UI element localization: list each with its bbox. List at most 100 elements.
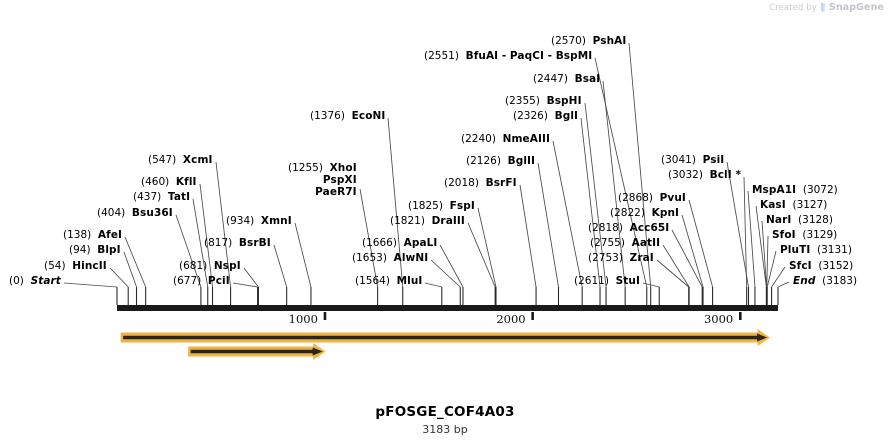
enzyme-name: KpnI: [651, 207, 680, 219]
site-label-mlui[interactable]: (1564) MluI: [355, 275, 422, 287]
enzyme-name: MspA1I: [752, 184, 797, 196]
enzyme-name: AfeI: [97, 229, 123, 241]
site-label-xmni[interactable]: (934) XmnI: [226, 215, 292, 227]
site-position: (437): [133, 191, 162, 203]
site-label-stui[interactable]: (2611) StuI: [574, 275, 640, 287]
leader-line: [294, 222, 312, 288]
site-label-bsu36i[interactable]: (404) Bsu36I: [97, 207, 173, 219]
site-position: (2126): [466, 155, 501, 167]
site-position: (2611): [574, 275, 609, 287]
site-label-xhoi[interactable]: (1255) XhoI PspXI PaeR7I: [288, 162, 357, 198]
enzyme-separator: -: [498, 50, 510, 62]
enzyme-name: TatI: [167, 191, 191, 203]
leader-line: [552, 140, 583, 288]
site-position: (681): [179, 260, 208, 272]
site-position: (2868): [618, 192, 653, 204]
site-position: (0): [9, 275, 24, 287]
site-position: (138): [63, 229, 92, 241]
enzyme-name: KasI: [760, 199, 786, 211]
snapgene-watermark: Created by SnapGene: [769, 2, 884, 13]
site-label-mspa1i[interactable]: MspA1I (3072): [752, 184, 838, 196]
site-position: (1825): [408, 200, 443, 212]
enzyme-name: PluTI: [780, 244, 811, 256]
ruler-label-3000: 3000: [703, 312, 734, 326]
site-label-pshai[interactable]: (2570) PshAI: [551, 35, 626, 47]
site-label-bsai[interactable]: (2447) BsaI: [533, 73, 600, 85]
site-label-nari[interactable]: NarI (3128): [766, 214, 833, 226]
site-label-afei[interactable]: (138) AfeI: [63, 229, 122, 241]
site-label-nmeaiii[interactable]: (2240) NmeAIII: [461, 133, 550, 145]
site-label-zrai[interactable]: (2753) ZraI: [588, 252, 654, 264]
site-position: (547): [148, 154, 177, 166]
site-label-econi[interactable]: (1376) EcoNI: [310, 110, 385, 122]
site-position: (677): [173, 275, 202, 287]
leader-line: [766, 250, 777, 288]
leader-line: [477, 207, 497, 288]
site-label-bfuai[interactable]: (2551) BfuAI - PaqCI - BspMI: [424, 50, 592, 62]
site-label-bclii[interactable]: (3032) BclI *: [668, 169, 741, 181]
site-position: (3152): [818, 260, 854, 272]
site-label-bgli[interactable]: (2326) BglI: [513, 110, 578, 122]
enzyme-name-extra: PspXI: [288, 174, 357, 186]
site-label-kfli[interactable]: (460) KflI: [141, 176, 197, 188]
site-label-pvui[interactable]: (2868) PvuI: [618, 192, 686, 204]
leader-line: [662, 244, 690, 288]
enzyme-name: AatII: [631, 237, 661, 249]
site-label-bsrfi[interactable]: (2018) BsrFI: [444, 177, 517, 189]
site-position: (1666): [362, 237, 397, 249]
enzyme-name: BspMI: [555, 50, 593, 62]
site-label-xcmi[interactable]: (547) XcmI: [148, 154, 213, 166]
enzyme-name: PciI: [207, 275, 230, 287]
enzyme-name: MluI: [396, 275, 423, 287]
site-position: (2326): [513, 110, 548, 122]
site-label-end[interactable]: End (3183): [793, 275, 857, 287]
site-label-tati[interactable]: (437) TatI: [133, 191, 190, 203]
site-label-aatii[interactable]: (2755) AatII: [590, 237, 660, 249]
site-label-fspi[interactable]: (1825) FspI: [408, 200, 475, 212]
site-label-alwni[interactable]: (1653) AlwNI: [352, 252, 428, 264]
leader-line: [215, 161, 232, 288]
enzyme-name: BlpI: [97, 244, 121, 256]
enzyme-name: XhoI: [329, 162, 357, 174]
site-label-pcii[interactable]: (677) PciI: [173, 275, 230, 287]
site-label-pluti[interactable]: PluTI (3131): [780, 244, 852, 256]
site-label-apali[interactable]: (1666) ApaLI: [362, 237, 437, 249]
site-position: (2818): [588, 222, 623, 234]
ruler-tick: [531, 312, 534, 320]
ruler-tick: [738, 312, 742, 320]
snapgene-logo-icon: [820, 2, 826, 13]
site-label-nspi[interactable]: (681) NspI: [179, 260, 241, 272]
site-label-sfci[interactable]: SfcI (3152): [789, 260, 853, 272]
backbone-bar: [117, 305, 778, 311]
leader-line: [439, 244, 464, 288]
enzyme-name: ApaLI: [403, 237, 438, 249]
site-label-bsrbi[interactable]: (817) BsrBI: [204, 237, 271, 249]
site-label-psii[interactable]: (3041) PsiI: [661, 154, 724, 166]
site-position: (2447): [533, 73, 568, 85]
site-label-kasi[interactable]: KasI (3127): [760, 199, 827, 211]
enzyme-separator: -: [544, 50, 556, 62]
leader-line: [387, 117, 404, 288]
site-position: (404): [97, 207, 126, 219]
watermark-brand: SnapGene: [828, 2, 884, 13]
site-label-bsphi[interactable]: (2355) BspHI: [505, 95, 582, 107]
site-label-kpni[interactable]: (2822) KpnI: [610, 207, 679, 219]
site-label-acc65i[interactable]: (2818) Acc65I: [588, 222, 669, 234]
site-label-bglii[interactable]: (2126) BglII: [466, 155, 535, 167]
site-label-start[interactable]: (0) Start: [9, 275, 61, 287]
leader-line: [743, 176, 748, 288]
enzyme-name: SfoI: [772, 229, 796, 241]
site-label-sfoi[interactable]: SfoI (3129): [772, 229, 837, 241]
site-label-blpi[interactable]: (94) BlpI: [69, 244, 121, 256]
leader-line: [519, 184, 537, 288]
site-position: (3072): [802, 184, 838, 196]
leader-line: [777, 281, 790, 288]
enzyme-name: BsrBI: [238, 237, 271, 249]
enzyme-name: BsrFI: [485, 177, 517, 189]
site-label-draiii[interactable]: (1821) DraIII: [390, 215, 465, 227]
site-label-hincii[interactable]: (54) HincII: [44, 260, 107, 272]
enzyme-name: PaqCI: [509, 50, 545, 62]
site-position: (3131): [817, 244, 852, 256]
leader-line: [755, 205, 767, 288]
site-position: (3129): [802, 229, 838, 241]
